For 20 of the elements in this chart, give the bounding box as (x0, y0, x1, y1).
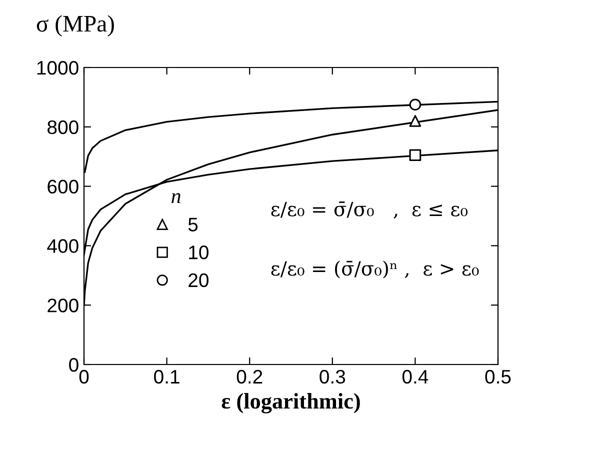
y-tick-label: 0 (69, 358, 78, 372)
y-tick-label: 400 (47, 239, 78, 253)
y-tick-label: 1000 (37, 60, 78, 75)
y-tick-label: 600 (48, 180, 78, 194)
legend-label: 20 (188, 273, 208, 288)
legend-label: 5 (188, 218, 198, 232)
x-axis-title: ε (logarithmic) (222, 393, 360, 414)
y-tick-label: 800 (48, 120, 78, 134)
x-tick-label: 0 (79, 370, 89, 384)
legend-title: n (172, 193, 180, 203)
x-tick-label: 0.5 (485, 370, 511, 384)
x-tick-label: 0.1 (154, 370, 180, 384)
x-tick-label: 0.4 (402, 370, 428, 384)
x-tick-label: 0.3 (320, 370, 346, 384)
y-tick-label: 200 (48, 298, 78, 312)
y-axis-title: σ (MPa) (36, 15, 114, 37)
x-tick-label: 0.2 (236, 370, 262, 384)
annotation: ε/ε₀ = (σ̄/σ₀)ⁿ , ε > ε₀ (271, 260, 479, 278)
legend-label: 10 (189, 246, 208, 260)
annotation: ε/ε₀ = σ̄/σ₀ , ε ≤ ε₀ (271, 202, 468, 219)
